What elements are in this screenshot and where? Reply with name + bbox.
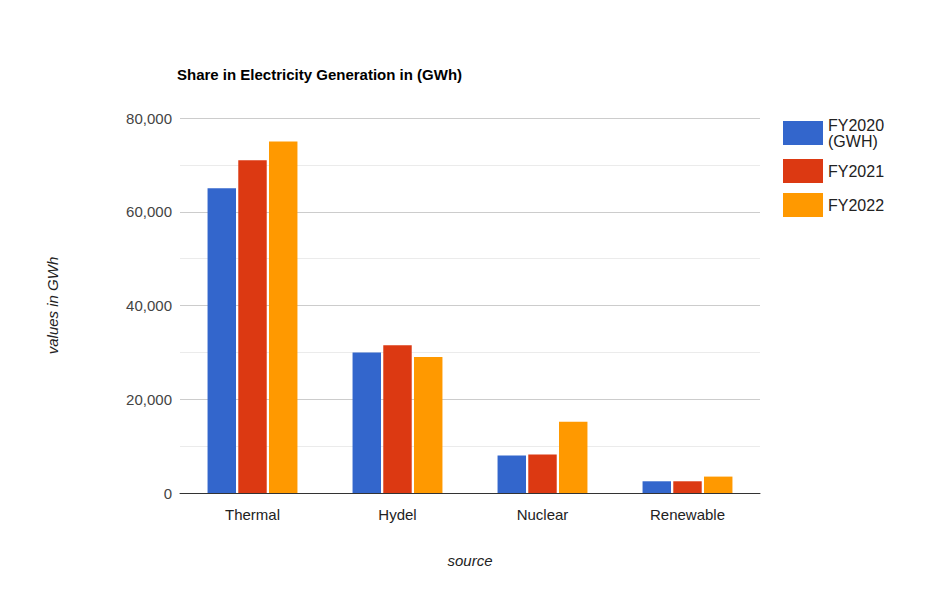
svg-text:FY2021: FY2021 bbox=[828, 163, 884, 180]
svg-text:Hydel: Hydel bbox=[378, 506, 416, 523]
svg-text:Thermal: Thermal bbox=[225, 506, 280, 523]
svg-text:FY2020: FY2020 bbox=[828, 117, 888, 134]
svg-text:(GWH): (GWH) bbox=[828, 133, 878, 150]
svg-text:60,000: 60,000 bbox=[126, 203, 172, 220]
svg-text:80,000: 80,000 bbox=[126, 110, 172, 127]
svg-text:40,000: 40,000 bbox=[126, 297, 172, 314]
svg-text:FY2022: FY2022 bbox=[828, 197, 884, 214]
svg-text:values in GWh: values in GWh bbox=[44, 257, 61, 355]
svg-text:Nuclear: Nuclear bbox=[517, 506, 569, 523]
svg-text:Share in Electricity Generatio: Share in Electricity Generation in (GWh) bbox=[177, 66, 462, 83]
svg-text:20,000: 20,000 bbox=[126, 391, 172, 408]
svg-text:Renewable: Renewable bbox=[650, 506, 725, 523]
svg-text:source: source bbox=[447, 552, 492, 569]
svg-text:0: 0 bbox=[164, 485, 172, 502]
